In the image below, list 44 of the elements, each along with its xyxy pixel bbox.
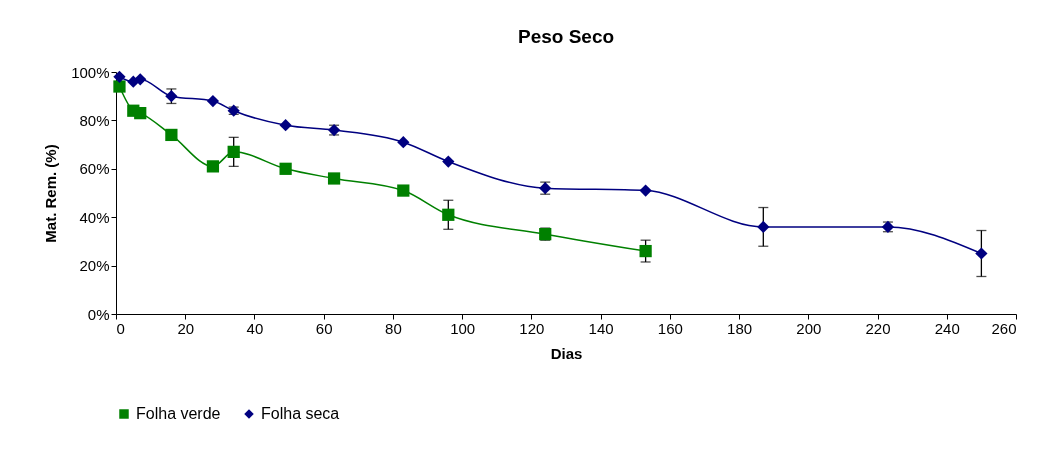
y-tick-label: 0% <box>87 305 110 323</box>
x-tick-label: 140 <box>588 319 614 337</box>
x-tick-label: 100 <box>450 319 476 337</box>
point <box>165 128 178 142</box>
x-tick-label: 20 <box>177 319 195 337</box>
x-tick-label: 60 <box>315 319 333 337</box>
point <box>206 94 220 108</box>
point <box>279 162 292 175</box>
legend-label: Folha verde <box>136 405 221 422</box>
x-tick-label: 0 <box>116 319 125 337</box>
point <box>639 184 652 197</box>
point <box>975 247 988 260</box>
point <box>134 107 147 120</box>
x-tick-label: 40 <box>246 319 264 337</box>
point <box>442 155 455 168</box>
x-tick-label: 240 <box>934 319 960 337</box>
point <box>113 70 126 83</box>
x-tick-label: 160 <box>657 319 683 337</box>
point <box>279 119 292 132</box>
x-tick-label: 220 <box>865 319 891 337</box>
point <box>113 80 126 93</box>
point <box>397 136 410 149</box>
point <box>206 160 220 173</box>
y-tick-label: 20% <box>79 257 110 275</box>
point <box>757 220 770 233</box>
point <box>397 184 410 197</box>
x-tick-label: 200 <box>796 319 822 337</box>
x-tick-label: 260 <box>991 319 1017 337</box>
y-tick-label: 80% <box>79 111 110 129</box>
y-tick-label: 60% <box>79 160 110 178</box>
legend-label: Folha seca <box>261 405 340 422</box>
x-tick-label: 120 <box>519 319 545 337</box>
x-tick-label: 80 <box>385 319 402 337</box>
y-tick-label: 100% <box>71 63 110 81</box>
point <box>134 73 147 86</box>
y-axis-title: Mat. Rem. (%) <box>42 144 60 243</box>
point <box>227 145 240 158</box>
x-axis-title: Dias <box>550 344 583 362</box>
y-tick-label: 40% <box>79 208 110 226</box>
chart-title: Peso Seco <box>517 26 615 47</box>
point <box>639 244 652 258</box>
x-tick-label: 180 <box>727 319 753 337</box>
point <box>442 208 455 221</box>
point <box>327 172 341 185</box>
